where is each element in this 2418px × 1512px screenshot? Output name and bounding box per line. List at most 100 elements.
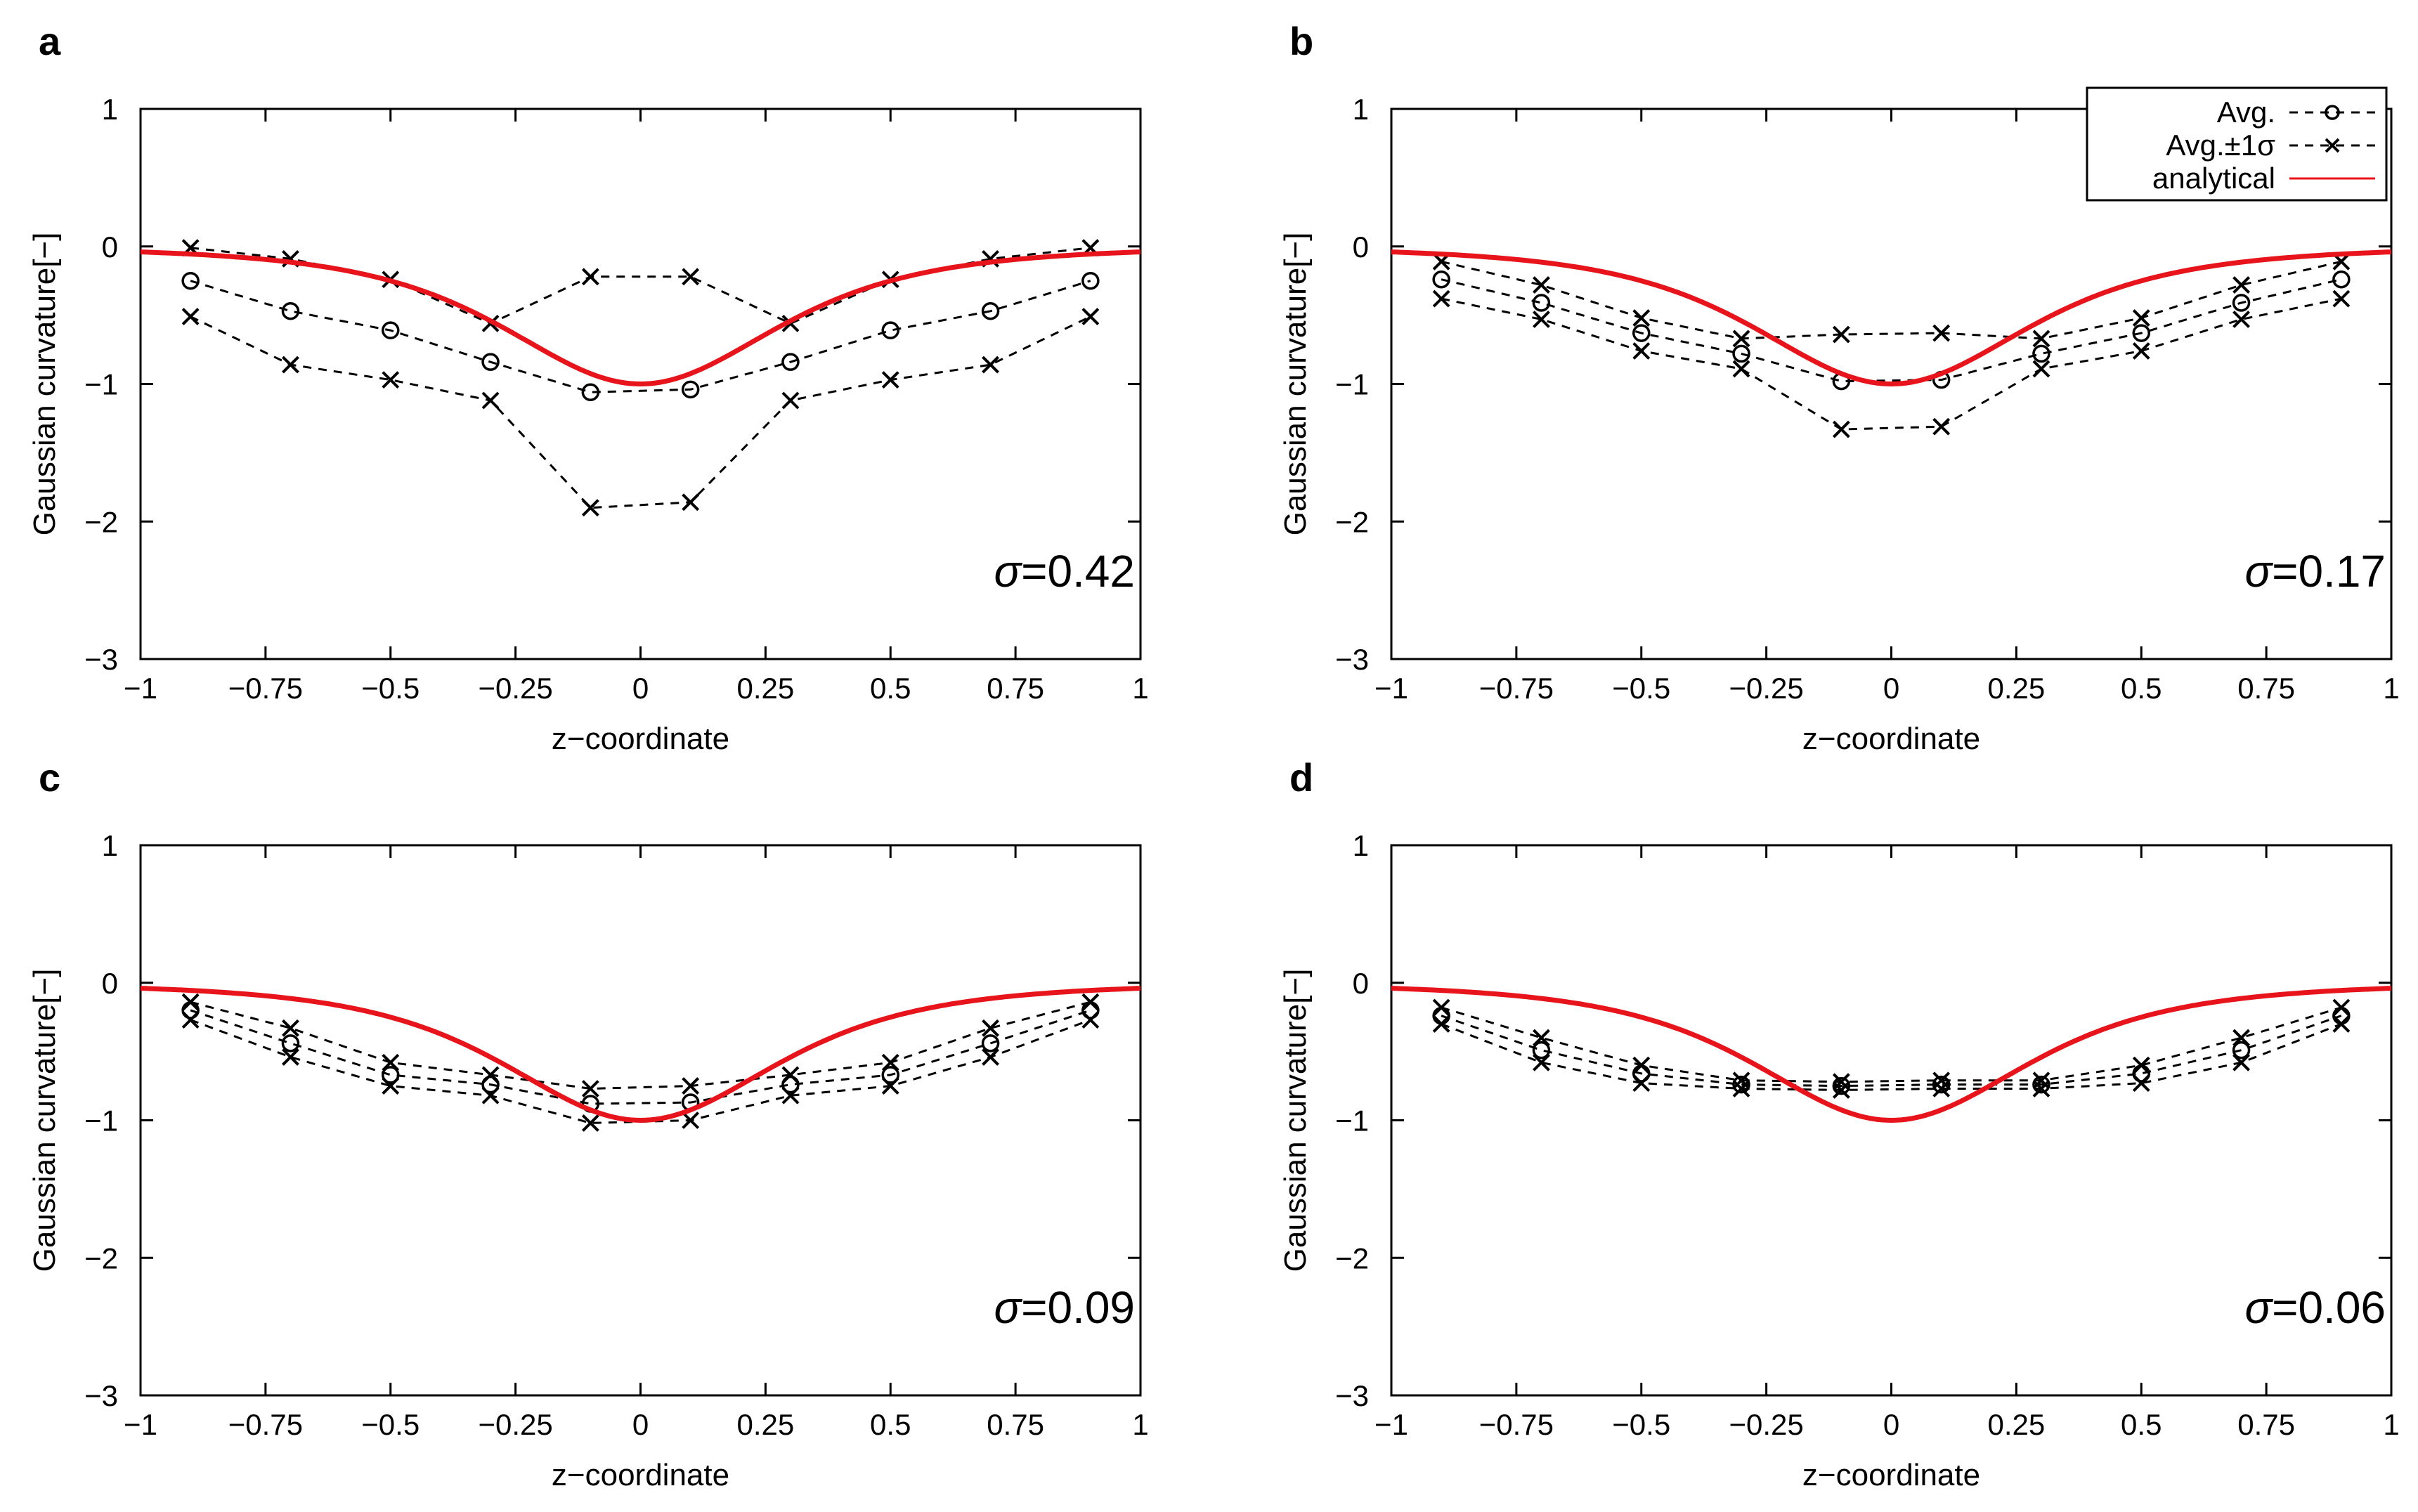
avg-point bbox=[1732, 344, 1750, 363]
avg-point bbox=[881, 321, 899, 339]
analytical-curve bbox=[140, 249, 1141, 387]
sigma-symbol: σ bbox=[994, 546, 1022, 597]
x-tick-label: 1 bbox=[1132, 672, 1148, 705]
sigma-annotation: σ=0.06 bbox=[2244, 1282, 2386, 1333]
x-tick-label: 0.25 bbox=[1988, 1408, 2046, 1441]
y-axis-title: Gaussian curvature[−] bbox=[1278, 233, 1313, 536]
x-tick-label: −0.25 bbox=[1729, 1408, 1803, 1441]
legend-label: Avg. bbox=[2217, 96, 2275, 129]
sigma-annotation: σ=0.42 bbox=[994, 546, 1135, 597]
x-tick-label: −0.25 bbox=[1729, 672, 1803, 705]
analytical-curve bbox=[1391, 249, 2392, 387]
avg-point bbox=[681, 380, 700, 399]
panel-letter: c bbox=[39, 755, 60, 800]
sd-point bbox=[181, 993, 200, 1011]
x-tick-label: −1 bbox=[1374, 1408, 1408, 1441]
avg-point bbox=[2232, 294, 2251, 312]
sd-point bbox=[881, 371, 899, 389]
x-tick-label: −0.5 bbox=[361, 672, 420, 705]
sd-point bbox=[881, 1077, 899, 1095]
sd-series-line bbox=[190, 1019, 1091, 1124]
avg-point bbox=[981, 302, 1000, 320]
sd-point bbox=[1081, 1011, 1100, 1029]
x-tick-label: −1 bbox=[124, 1408, 157, 1441]
x-tick-label: 1 bbox=[2383, 672, 2399, 705]
panel-letter: b bbox=[1289, 19, 1313, 63]
sigma-value: =0.17 bbox=[2272, 546, 2386, 597]
y-tick-label: −3 bbox=[84, 643, 118, 676]
y-tick-label: 0 bbox=[1353, 967, 1369, 1000]
avg-point bbox=[1081, 271, 1100, 290]
sd-point bbox=[982, 356, 999, 374]
sd-point bbox=[2332, 289, 2351, 308]
sd-point bbox=[1732, 1080, 1750, 1097]
sd-point bbox=[881, 1053, 899, 1071]
sd-series-line bbox=[190, 1001, 1091, 1090]
y-tick-label: −1 bbox=[84, 1104, 118, 1138]
x-tick-label: −0.25 bbox=[478, 1408, 552, 1441]
avg-point bbox=[382, 1066, 400, 1084]
sd-point bbox=[1932, 1071, 1951, 1090]
avg-point bbox=[981, 1034, 1000, 1052]
sd-point bbox=[781, 391, 800, 410]
sd-point bbox=[1832, 1073, 1850, 1091]
avg-point bbox=[281, 302, 300, 320]
panel-letter: d bbox=[1289, 755, 1313, 800]
sd-point bbox=[1533, 1029, 1550, 1047]
sd-point bbox=[581, 1114, 599, 1132]
panel-a: a −1 −0.75 −0.5 −0.25 0 0.25 0.5 0.75 1 1 0 −1 −2 −3 z−… bbox=[27, 19, 1149, 756]
sigma-symbol: σ bbox=[2244, 546, 2273, 597]
sd-point bbox=[1932, 324, 1951, 342]
x-tick-label: −0.5 bbox=[361, 1408, 420, 1441]
sigma-symbol: σ bbox=[2244, 1282, 2273, 1333]
panel-b: b −1 −0.75 −0.5 −0.25 0 0.25 0.5 0.75 1 1 0 −1 −2 −3 z−… bbox=[1278, 19, 2400, 756]
y-tick-label: −2 bbox=[84, 505, 118, 538]
y-tick-label: 0 bbox=[1353, 230, 1369, 263]
avg-point bbox=[2332, 270, 2351, 289]
sd-point bbox=[1533, 311, 1550, 328]
sd-point bbox=[1533, 1053, 1550, 1071]
y-tick-label: 0 bbox=[102, 230, 118, 263]
legend-cross-marker bbox=[2325, 138, 2340, 153]
sd-point bbox=[1432, 1015, 1450, 1033]
sd-point bbox=[581, 499, 599, 517]
sd-point bbox=[1432, 998, 1450, 1017]
avg-series-line bbox=[1441, 1015, 2342, 1088]
sd-point bbox=[1632, 1074, 1651, 1093]
x-tick-label: −0.75 bbox=[228, 1408, 303, 1441]
x-tick-label: −1 bbox=[124, 672, 157, 705]
avg-point bbox=[2132, 324, 2150, 342]
sd-point bbox=[581, 268, 599, 286]
avg-point bbox=[581, 383, 600, 401]
y-axis-title: Gaussian curvature[−] bbox=[1278, 969, 1313, 1272]
sd-point bbox=[2132, 309, 2150, 327]
x-tick-label: −0.5 bbox=[1612, 1408, 1670, 1441]
sd-point bbox=[1732, 1071, 1750, 1090]
y-tick-label: −1 bbox=[84, 368, 118, 401]
sd-point bbox=[2232, 276, 2250, 294]
sd-point bbox=[1732, 360, 1750, 378]
avg-point bbox=[2032, 344, 2050, 363]
sd-point bbox=[2132, 1074, 2150, 1093]
avg-point bbox=[481, 353, 500, 371]
avg-point bbox=[1532, 1041, 1551, 1060]
x-tick-label: 1 bbox=[2383, 1408, 2399, 1441]
sd-point bbox=[1632, 342, 1651, 360]
avg-point bbox=[1432, 270, 1450, 289]
x-tick-label: 0.75 bbox=[2237, 672, 2295, 705]
legend-label: analytical bbox=[2152, 162, 2275, 195]
sd-point bbox=[1081, 308, 1100, 325]
avg-point bbox=[1732, 1075, 1750, 1094]
y-axis-title: Gaussian curvature[−] bbox=[27, 233, 62, 536]
x-tick-label: 0.5 bbox=[2121, 1408, 2162, 1441]
y-tick-label: −2 bbox=[84, 1241, 118, 1275]
sd-series-line bbox=[1441, 260, 2342, 340]
avg-point bbox=[881, 1066, 899, 1084]
sigma-value: =0.09 bbox=[1021, 1282, 1135, 1333]
y-tick-label: 0 bbox=[102, 967, 118, 1000]
x-tick-label: 0.25 bbox=[737, 1408, 795, 1441]
sd-point bbox=[382, 1077, 400, 1095]
sd-point bbox=[1432, 289, 1450, 308]
y-tick-label: 1 bbox=[1353, 829, 1369, 862]
sd-point bbox=[1533, 276, 1550, 294]
